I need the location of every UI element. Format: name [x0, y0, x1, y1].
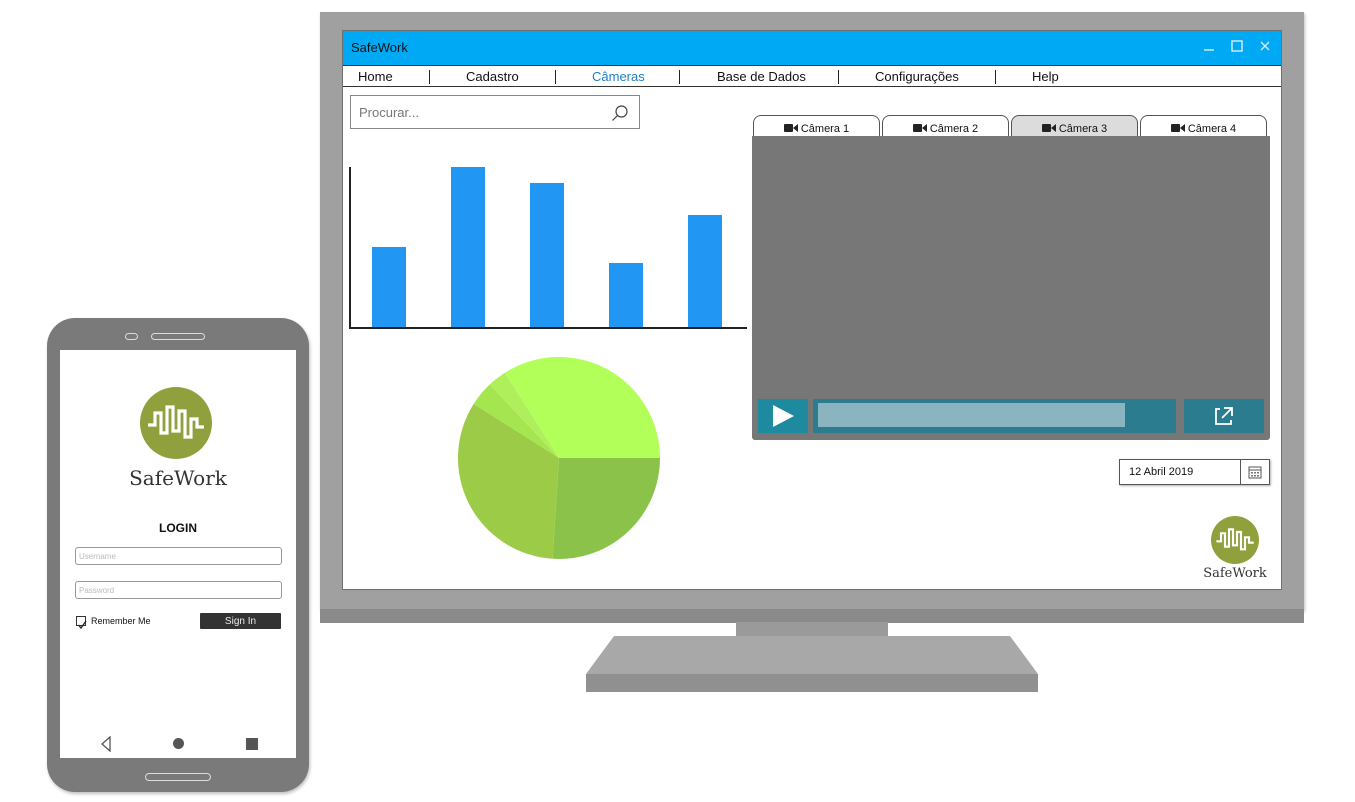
tab-camera-1[interactable]: Câmera 1 [753, 115, 880, 139]
checkmark-icon [78, 620, 87, 630]
pie-chart [457, 356, 660, 559]
date-value: 12 Abril 2019 [1129, 466, 1194, 478]
bar-4 [609, 263, 643, 327]
bar-2 [451, 167, 485, 327]
username-field[interactable] [75, 547, 282, 565]
popout-button[interactable] [1184, 399, 1264, 433]
play-button[interactable] [758, 399, 808, 433]
brand-name: SafeWork [1203, 566, 1267, 581]
desktop-screen: SafeWork Home Cadastro Câmeras Base de D… [342, 30, 1282, 590]
phone-device: SafeWork LOGIN Remember Me Sign In [47, 318, 309, 792]
tab-label: Câmera 1 [800, 123, 850, 135]
video-camera-icon [1170, 124, 1185, 133]
date-divider [1240, 460, 1241, 484]
close-icon[interactable] [1257, 38, 1273, 54]
bar-chart [349, 167, 747, 329]
back-icon[interactable] [100, 736, 112, 752]
pie-slice-3 [457, 403, 559, 559]
video-controls [758, 399, 1264, 433]
home-icon[interactable] [173, 738, 184, 749]
safework-logo-icon [140, 387, 212, 459]
menu-item-help[interactable]: Help [1032, 69, 1059, 84]
phone-home-button[interactable] [145, 773, 211, 781]
bar-1 [372, 247, 406, 327]
menu-divider [429, 70, 430, 84]
menu-bar: Home Cadastro Câmeras Base de Dados Conf… [343, 65, 1281, 87]
safework-logo-icon [1211, 516, 1259, 564]
search-box [350, 95, 640, 129]
search-input[interactable] [359, 103, 599, 121]
login-title: LOGIN [159, 521, 197, 535]
pie-slice-1 [504, 356, 660, 458]
minimize-icon[interactable] [1201, 38, 1217, 54]
menu-divider [995, 70, 996, 84]
phone-camera [125, 333, 138, 340]
tab-camera-3[interactable]: Câmera 3 [1011, 115, 1138, 139]
bar-5 [688, 215, 722, 327]
tab-camera-2[interactable]: Câmera 2 [882, 115, 1009, 139]
menu-divider [838, 70, 839, 84]
calendar-icon[interactable] [1248, 465, 1262, 479]
recent-apps-icon[interactable] [246, 738, 258, 750]
menu-item-cadastro[interactable]: Cadastro [466, 69, 519, 84]
sign-in-button[interactable]: Sign In [200, 613, 281, 629]
brand-name: SafeWork [129, 466, 227, 490]
remember-me-checkbox[interactable] [76, 616, 87, 630]
tab-label: Câmera 2 [929, 123, 979, 135]
search-icon[interactable] [611, 104, 629, 122]
menu-item-home[interactable]: Home [358, 69, 393, 84]
phone-speaker [151, 333, 205, 340]
menu-item-cameras[interactable]: Câmeras [592, 69, 645, 84]
pie-slice-5 [489, 372, 559, 458]
window-titlebar: SafeWork [343, 31, 1281, 65]
remember-me-label: Remember Me [91, 616, 151, 626]
monitor-chin [320, 609, 1304, 623]
phone-screen: SafeWork LOGIN Remember Me Sign In [60, 350, 296, 758]
menu-divider [679, 70, 680, 84]
menu-item-configuracoes[interactable]: Configurações [875, 69, 959, 84]
video-player[interactable] [752, 136, 1270, 440]
video-camera-icon [1041, 124, 1056, 133]
menu-item-base-de-dados[interactable]: Base de Dados [717, 69, 806, 84]
menu-divider [555, 70, 556, 84]
bar-3 [530, 183, 564, 327]
video-progress-fill [818, 403, 1125, 427]
external-link-icon [1215, 407, 1233, 425]
video-progress-bar[interactable] [813, 399, 1176, 433]
video-camera-icon [912, 124, 927, 133]
pie-slice-4 [473, 384, 559, 458]
password-field[interactable] [75, 581, 282, 599]
maximize-icon[interactable] [1229, 38, 1245, 54]
date-picker[interactable]: 12 Abril 2019 [1119, 459, 1270, 485]
tab-camera-4[interactable]: Câmera 4 [1140, 115, 1267, 139]
play-icon [773, 405, 794, 427]
video-camera-icon [783, 124, 798, 133]
pie-slice-2 [552, 458, 660, 559]
tab-label: Câmera 4 [1187, 123, 1237, 135]
tab-label: Câmera 3 [1058, 123, 1108, 135]
window-title: SafeWork [351, 40, 408, 55]
monitor-stand-base [586, 636, 1038, 692]
